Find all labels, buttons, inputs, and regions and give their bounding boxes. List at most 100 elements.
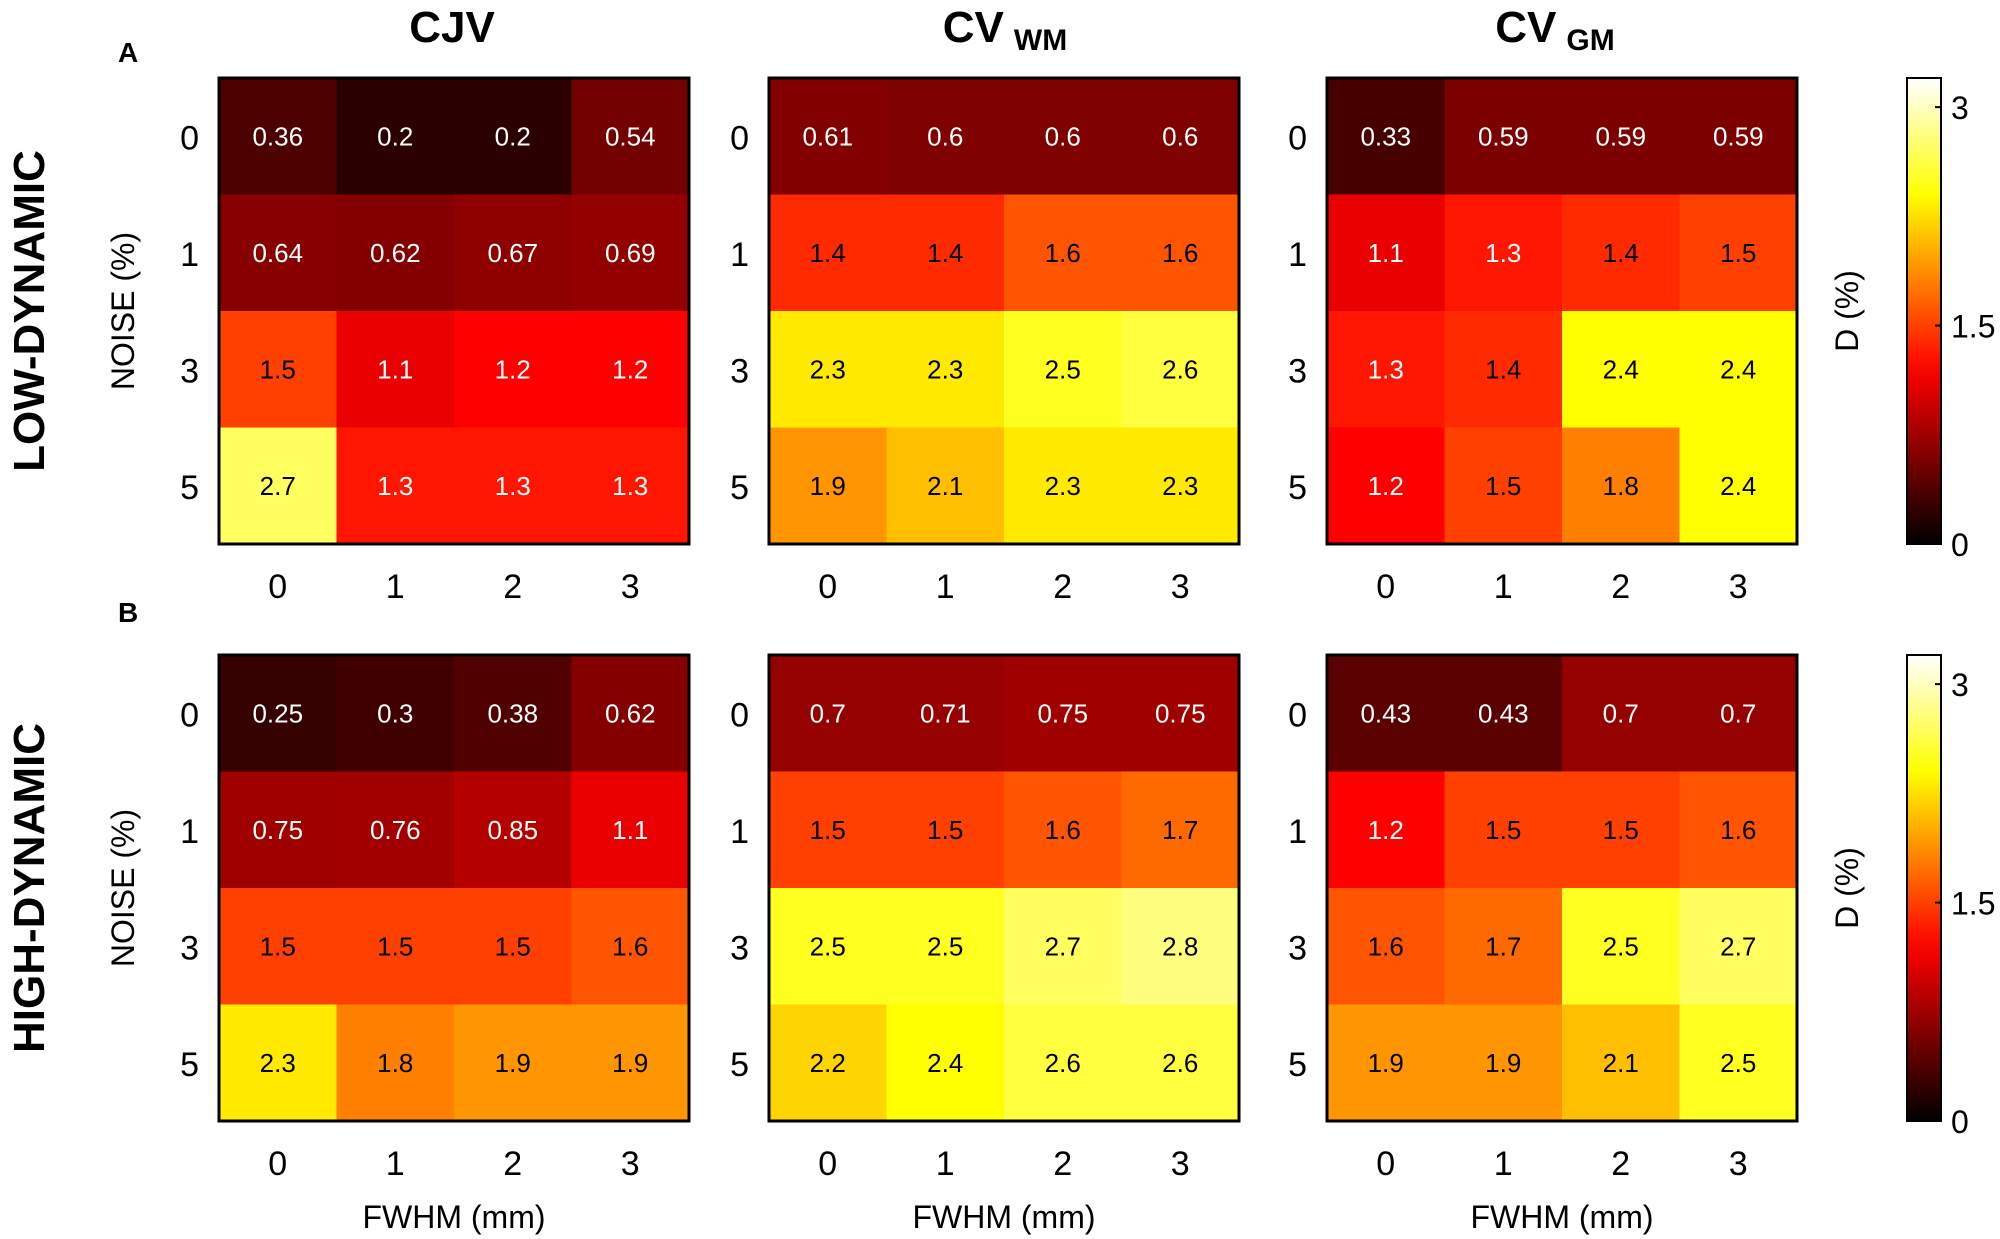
cell-value-A-3-r0-c2: 0.59	[1595, 121, 1646, 151]
cell-value-B-1-r1-c0: 0.75	[252, 815, 303, 845]
heatmap-cell-A-3-r1-c1	[1444, 194, 1563, 312]
heatmap-cell-A-3-r0-c2	[1562, 78, 1680, 195]
heatmap-cell-A-2-r2-c0	[769, 311, 887, 428]
y-tick-A-1-2: 3	[180, 352, 199, 390]
heatmap-cell-B-2-r3-c3	[1121, 1004, 1240, 1122]
x-tick-A-3-3: 3	[1729, 568, 1748, 606]
heatmap-cell-B-1-r0-c2	[454, 655, 572, 772]
cell-value-A-3-r1-c1: 1.3	[1485, 238, 1521, 268]
cell-value-A-2-r1-c3: 1.6	[1162, 238, 1198, 268]
cell-value-A-2-r0-c3: 0.6	[1162, 121, 1198, 151]
column-title-3: CV GM	[1495, 3, 1614, 57]
cell-value-B-1-r3-c2: 1.9	[495, 1048, 531, 1078]
heatmap-cell-B-1-r1-c3	[571, 771, 690, 889]
y-tick-B-2-0: 0	[730, 696, 749, 734]
cell-value-B-3-r1-c2: 1.5	[1603, 815, 1639, 845]
x-tick-B-1-3: 3	[621, 1145, 640, 1183]
heatmap-cell-B-2-r0-c1	[886, 655, 1005, 772]
cell-value-B-1-r0-c0: 0.25	[252, 698, 303, 728]
heatmap-cell-A-1-r2-c2	[454, 311, 572, 428]
cell-value-A-3-r1-c2: 1.4	[1603, 238, 1639, 268]
heatmap-cell-A-3-r2-c0	[1327, 311, 1445, 428]
cell-value-A-1-r1-c3: 0.69	[605, 238, 656, 268]
y-tick-B-3-0: 0	[1288, 696, 1307, 734]
cell-value-B-3-r3-c0: 1.9	[1368, 1048, 1404, 1078]
cell-value-B-2-r3-c1: 2.4	[927, 1048, 963, 1078]
heatmap-cell-A-2-r1-c1	[886, 194, 1005, 312]
y-tick-B-1-3: 5	[180, 1046, 199, 1084]
cell-value-B-2-r2-c0: 2.5	[810, 931, 846, 961]
cell-value-B-1-r2-c0: 1.5	[260, 931, 296, 961]
x-tick-B-2-1: 1	[936, 1145, 955, 1183]
cell-value-B-3-r0-c2: 0.7	[1603, 698, 1639, 728]
cell-value-A-1-r2-c0: 1.5	[260, 354, 296, 384]
y-tick-B-2-1: 1	[730, 813, 749, 851]
x-tick-A-2-1: 1	[936, 568, 955, 606]
y-tick-A-2-1: 1	[730, 236, 749, 274]
y-tick-B-3-1: 1	[1288, 813, 1307, 851]
heatmap-cell-B-2-r0-c2	[1004, 655, 1122, 772]
y-tick-B-1-0: 0	[180, 696, 199, 734]
y-tick-A-3-1: 1	[1288, 236, 1307, 274]
y-tick-B-2-2: 3	[730, 929, 749, 967]
y-tick-A-2-3: 5	[730, 469, 749, 507]
cell-value-B-1-r1-c3: 1.1	[612, 815, 648, 845]
heatmap-cell-B-3-r2-c0	[1327, 888, 1445, 1005]
cell-value-B-2-r0-c0: 0.7	[810, 698, 846, 728]
heatmap-cell-A-3-r0-c3	[1679, 78, 1798, 195]
cell-value-A-1-r2-c3: 1.2	[612, 354, 648, 384]
heatmap-cell-A-2-r0-c1	[886, 78, 1005, 195]
cell-value-B-1-r3-c1: 1.8	[377, 1048, 413, 1078]
cell-value-A-3-r3-c0: 1.2	[1368, 471, 1404, 501]
cell-value-A-2-r0-c0: 0.61	[802, 121, 853, 151]
heatmap-cell-A-3-r3-c2	[1562, 427, 1680, 545]
cell-value-A-1-r1-c1: 0.62	[370, 238, 421, 268]
heatmap-cell-A-1-r3-c2	[454, 427, 572, 545]
y-tick-A-1-3: 5	[180, 469, 199, 507]
x-tick-A-2-0: 0	[818, 568, 837, 606]
y-axis-label-A: NOISE (%)	[105, 232, 141, 390]
cell-value-A-3-r2-c1: 1.4	[1485, 354, 1521, 384]
column-title-1: CJV	[409, 3, 495, 52]
cell-value-A-3-r1-c0: 1.1	[1368, 238, 1404, 268]
row-label-A: LOW-DYNAMIC	[5, 150, 54, 472]
heatmap-cell-B-2-r2-c0	[769, 888, 887, 1005]
colorbar-tick-label-A-1: 1.5	[1951, 309, 1995, 345]
heatmap-cell-B-2-r1-c0	[769, 771, 887, 889]
cell-value-B-2-r3-c0: 2.2	[810, 1048, 846, 1078]
heatmap-cell-B-1-r1-c1	[336, 771, 455, 889]
heatmap-cell-B-2-r3-c2	[1004, 1004, 1122, 1122]
heatmap-frame-A-3	[1325, 76, 1799, 546]
heatmap-cell-B-3-r1-c2	[1562, 771, 1680, 889]
cell-value-B-1-r1-c2: 0.85	[487, 815, 538, 845]
heatmap-cell-A-3-r1-c2	[1562, 194, 1680, 312]
cell-value-A-3-r3-c3: 2.4	[1720, 471, 1756, 501]
cell-value-B-3-r1-c3: 1.6	[1720, 815, 1756, 845]
x-tick-B-1-1: 1	[386, 1145, 405, 1183]
cell-value-A-3-r0-c0: 0.33	[1360, 121, 1411, 151]
heatmap-cell-A-2-r2-c1	[886, 311, 1005, 428]
y-tick-B-3-2: 3	[1288, 929, 1307, 967]
cell-value-B-2-r3-c2: 2.6	[1045, 1048, 1081, 1078]
cell-value-B-3-r2-c2: 2.5	[1603, 931, 1639, 961]
heatmap-cell-A-3-r2-c1	[1444, 311, 1563, 428]
cell-value-B-3-r3-c3: 2.5	[1720, 1048, 1756, 1078]
x-tick-B-1-0: 0	[268, 1145, 287, 1183]
heatmap-cell-B-3-r0-c0	[1327, 655, 1445, 772]
cell-value-A-1-r2-c2: 1.2	[495, 354, 531, 384]
heatmap-cell-B-2-r0-c0	[769, 655, 887, 772]
heatmap-cell-A-1-r0-c0	[219, 78, 337, 195]
cell-value-A-2-r3-c3: 2.3	[1162, 471, 1198, 501]
heatmap-cell-B-3-r1-c3	[1679, 771, 1798, 889]
heatmap-cell-B-3-r1-c1	[1444, 771, 1563, 889]
x-axis-label-3: FWHM (mm)	[1470, 1199, 1653, 1235]
heatmap-cell-B-3-r3-c1	[1444, 1004, 1563, 1122]
cell-value-A-1-r0-c0: 0.36	[252, 121, 303, 151]
cell-value-A-1-r0-c2: 0.2	[495, 121, 531, 151]
cell-value-A-3-r2-c2: 2.4	[1603, 354, 1639, 384]
heatmap-cell-B-3-r2-c1	[1444, 888, 1563, 1005]
heatmap-cell-A-2-r0-c2	[1004, 78, 1122, 195]
x-tick-A-3-0: 0	[1376, 568, 1395, 606]
heatmap-cell-A-2-r1-c2	[1004, 194, 1122, 312]
